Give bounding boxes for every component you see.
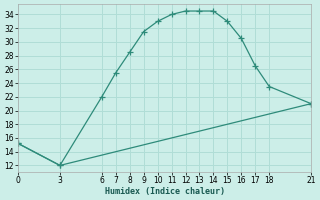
X-axis label: Humidex (Indice chaleur): Humidex (Indice chaleur) xyxy=(105,187,225,196)
